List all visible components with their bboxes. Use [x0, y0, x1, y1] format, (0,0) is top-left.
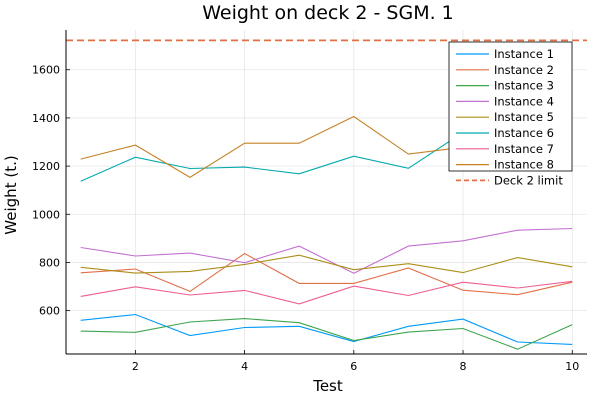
series-line-instance-7 — [80, 280, 573, 305]
legend-label: Instance 4 — [494, 94, 554, 108]
series-line-instance-1 — [80, 313, 573, 345]
series-line-instance-5 — [80, 254, 573, 274]
x-axis-label: Test — [312, 377, 343, 395]
legend-label: Instance 6 — [494, 126, 554, 140]
x-tick-label: 6 — [350, 360, 357, 373]
y-axis-label: Weight (t.) — [2, 155, 20, 234]
legend-label: Deck 2 limit — [494, 173, 563, 187]
y-tick-label: 600 — [39, 305, 60, 318]
y-tick-label: 800 — [39, 256, 60, 269]
y-tick-label: 1600 — [32, 64, 60, 77]
legend-box — [448, 41, 573, 172]
x-tick-label: 8 — [460, 360, 467, 373]
x-tick-labels: 2 4 6 8 10 — [132, 360, 579, 373]
legend-label: Instance 5 — [494, 110, 554, 124]
x-tick-label: 10 — [565, 360, 579, 373]
chart-title: Weight on deck 2 - SGM. 1 — [202, 2, 454, 24]
x-tick-label: 4 — [241, 360, 248, 373]
legend-label: Instance 7 — [494, 142, 554, 156]
series-line-instance-2 — [80, 252, 573, 296]
series-line-instance-3 — [80, 318, 573, 350]
y-tick-label: 1000 — [32, 208, 60, 221]
x-tick-label: 2 — [132, 360, 139, 373]
legend-label: Instance 3 — [494, 79, 554, 93]
axes — [65, 30, 587, 355]
legend-label: Instance 8 — [494, 158, 554, 172]
series-line-instance-4 — [80, 227, 573, 274]
series-lines — [80, 115, 573, 350]
y-tick-label: 1200 — [32, 160, 60, 173]
legend-label: Instance 2 — [494, 63, 554, 77]
y-tick-labels: 600 800 1000 1200 1400 1600 — [32, 64, 60, 318]
legend-label: Instance 1 — [494, 47, 554, 61]
y-tick-label: 1400 — [32, 112, 60, 125]
